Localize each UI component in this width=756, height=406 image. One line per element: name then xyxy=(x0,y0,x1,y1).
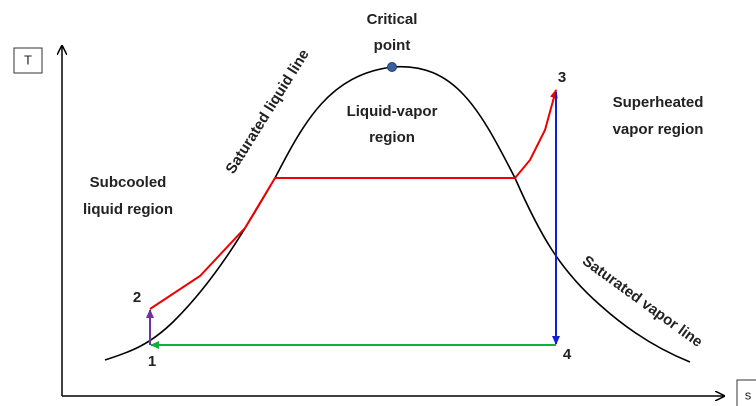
region-label: region xyxy=(369,129,415,146)
x-label-box xyxy=(736,379,756,406)
point-label: 4 xyxy=(563,346,572,363)
region-label: Liquid-vapor xyxy=(347,103,438,120)
line-label: Saturated liquid line xyxy=(222,46,312,177)
region-label: vapor region xyxy=(613,121,704,138)
heating-path xyxy=(149,89,558,310)
point-label: 1 xyxy=(148,353,156,370)
point-label: 2 xyxy=(133,289,141,306)
region-label: liquid region xyxy=(83,201,173,218)
critical-point-marker xyxy=(387,62,397,72)
critical-label: Critical xyxy=(367,11,418,28)
region-label: Superheated xyxy=(613,94,704,111)
x-axis-label: s xyxy=(745,387,752,402)
point-label: 3 xyxy=(558,69,566,86)
line-label: Saturated vapor line xyxy=(579,252,706,351)
critical-label: point xyxy=(374,37,411,54)
region-label: Subcooled xyxy=(90,174,167,191)
y-axis-label: T xyxy=(24,52,32,67)
y-label-box xyxy=(13,47,43,74)
